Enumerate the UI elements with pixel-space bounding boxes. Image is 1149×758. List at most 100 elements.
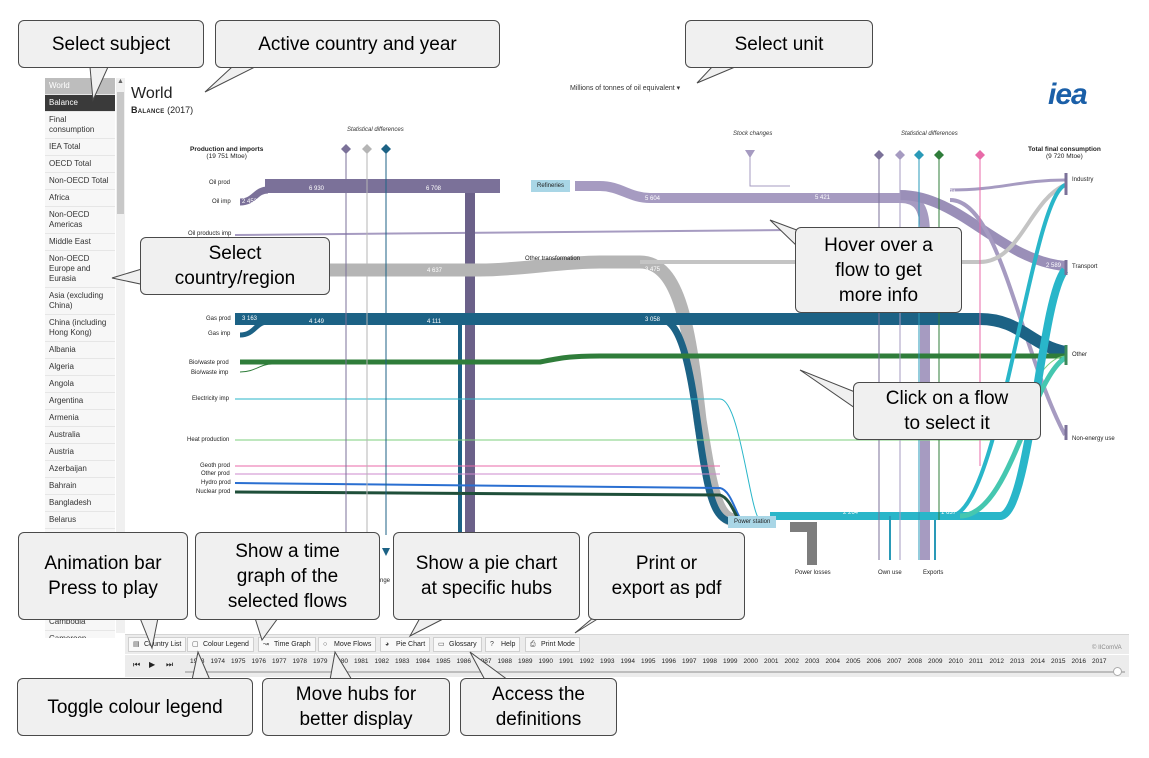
sidebar-item[interactable]: Non-OECD Total — [45, 173, 115, 190]
country-list-button[interactable]: ▤ Country List — [128, 637, 187, 652]
year-tick[interactable]: 1978 — [292, 658, 307, 665]
year-tick[interactable]: 2005 — [846, 658, 861, 665]
year-tick[interactable]: 2001 — [764, 658, 779, 665]
oil-products-flow[interactable] — [234, 229, 791, 236]
year-tick[interactable]: 1973 — [190, 658, 205, 665]
year-tick[interactable]: 1987 — [477, 658, 492, 665]
year-tick[interactable]: 2016 — [1071, 658, 1086, 665]
stat-diff-coal-hub[interactable] — [362, 144, 372, 154]
sidebar-item[interactable]: Non-OECD Europe and Eurasia — [45, 251, 115, 288]
year-tick[interactable]: 1982 — [374, 658, 389, 665]
year-tick[interactable]: 2008 — [907, 658, 922, 665]
unit-dropdown[interactable]: Millions of tonnes of oil equivalent ▾ — [570, 84, 680, 92]
sidebar-item[interactable]: Algeria — [45, 359, 115, 376]
coal-flow[interactable] — [235, 255, 737, 527]
power-losses-flow[interactable] — [790, 522, 817, 565]
year-tick[interactable]: 2007 — [887, 658, 902, 665]
sidebar-item[interactable]: Argentina — [45, 393, 115, 410]
year-tick[interactable]: 1992 — [579, 658, 594, 665]
bio-imp-flow[interactable] — [239, 363, 273, 373]
stat-diff-gas-hub[interactable] — [381, 144, 391, 154]
year-tick[interactable]: 1997 — [682, 658, 697, 665]
year-tick[interactable]: 1985 — [436, 658, 451, 665]
sidebar-item[interactable]: Final consumption — [45, 112, 115, 139]
sidebar-item[interactable]: Albania — [45, 342, 115, 359]
skip-forward-icon[interactable]: ⏭ — [166, 660, 174, 669]
sidebar-scrollbar[interactable] — [116, 78, 125, 633]
year-tick[interactable]: 2015 — [1051, 658, 1066, 665]
skip-back-icon[interactable]: ⏮ — [133, 660, 141, 669]
power-station-hub[interactable]: Power station — [728, 516, 777, 528]
year-tick[interactable]: 1996 — [661, 658, 676, 665]
year-tick[interactable]: 1988 — [497, 658, 512, 665]
sidebar-item[interactable]: China (including Hong Kong) — [45, 315, 115, 342]
year-tick[interactable]: 1995 — [641, 658, 656, 665]
sidebar-item[interactable]: Bangladesh — [45, 495, 115, 512]
sankey-diagram[interactable] — [0, 0, 1149, 640]
scroll-up-icon[interactable]: ▲ — [117, 78, 124, 85]
year-tick[interactable]: 1983 — [395, 658, 410, 665]
year-tick[interactable]: 2006 — [866, 658, 881, 665]
stock-change-line[interactable] — [749, 155, 790, 187]
year-tick[interactable]: 2002 — [784, 658, 799, 665]
colour-legend-button[interactable]: ▢ Colour Legend — [187, 637, 254, 652]
year-tick[interactable]: 2011 — [969, 658, 983, 665]
year-tick[interactable]: 1991 — [559, 658, 574, 665]
stat-diff-r4-hub[interactable] — [934, 150, 944, 160]
hydro-flow[interactable] — [234, 482, 741, 519]
sidebar-item[interactable]: Azerbaijan — [45, 461, 115, 478]
year-tick[interactable]: 1990 — [538, 658, 553, 665]
year-tick[interactable]: 1986 — [456, 658, 471, 665]
power-industry-flow[interactable] — [949, 183, 1067, 518]
year-tick[interactable]: 1976 — [251, 658, 266, 665]
year-tick[interactable]: 2012 — [989, 658, 1004, 665]
year-tick[interactable]: 1999 — [723, 658, 738, 665]
refineries-hub[interactable]: Refineries — [531, 180, 571, 192]
oil-industry-flow[interactable] — [949, 178, 1066, 192]
year-tick[interactable]: 1998 — [702, 658, 717, 665]
year-tick[interactable]: 1979 — [313, 658, 328, 665]
timeline-track[interactable] — [185, 671, 1125, 673]
electricity-imp-flow[interactable] — [235, 398, 761, 521]
move-flows-button[interactable]: ○ Move Flows — [318, 637, 377, 652]
year-tick[interactable]: 1981 — [354, 658, 369, 665]
sidebar-item[interactable]: OECD Total — [45, 156, 115, 173]
year-tick[interactable]: 2010 — [948, 658, 963, 665]
pie-chart-button[interactable]: ◕ Pie Chart — [380, 637, 431, 652]
year-tick[interactable]: 2003 — [805, 658, 820, 665]
sidebar-item[interactable]: Asia (excluding China) — [45, 288, 115, 315]
play-icon[interactable]: ▶ — [149, 660, 156, 669]
stat-diff-r3-hub[interactable] — [914, 150, 924, 160]
coal-industry-flow[interactable] — [640, 183, 1066, 264]
year-tick[interactable]: 2000 — [743, 658, 758, 665]
year-tick[interactable]: 2014 — [1030, 658, 1045, 665]
power-other-flow[interactable] — [959, 355, 1067, 519]
oil-nonenergy-flow[interactable] — [949, 198, 1067, 436]
gas-to-power-flow[interactable] — [659, 315, 736, 526]
glossary-button[interactable]: ▭ Glossary — [433, 637, 482, 652]
bio-flow[interactable] — [240, 353, 1065, 365]
year-tick[interactable]: 1975 — [231, 658, 246, 665]
year-tick[interactable]: 1989 — [518, 658, 533, 665]
year-tick[interactable]: 2017 — [1092, 658, 1107, 665]
year-tick[interactable]: 1984 — [415, 658, 430, 665]
sidebar-item[interactable]: Bahrain — [45, 478, 115, 495]
year-tick[interactable]: 1980 — [333, 658, 348, 665]
year-tick[interactable]: 1977 — [272, 658, 287, 665]
sidebar-item[interactable]: IEA Total — [45, 139, 115, 156]
oil-imp-flow[interactable] — [239, 186, 269, 206]
year-tick[interactable]: 2009 — [928, 658, 943, 665]
stat-diff-oil-hub[interactable] — [341, 144, 351, 154]
year-tick[interactable]: 1974 — [210, 658, 225, 665]
print-mode-button[interactable]: ⎙ Print Mode — [525, 637, 580, 652]
sidebar-item[interactable]: Armenia — [45, 410, 115, 427]
year-tick[interactable]: 1993 — [600, 658, 615, 665]
sidebar-item[interactable]: Belarus — [45, 512, 115, 529]
sidebar-item[interactable]: Africa — [45, 190, 115, 207]
other-transformation-hub[interactable]: Other transformation — [525, 256, 581, 262]
sidebar-item[interactable]: Non-OECD Americas — [45, 207, 115, 234]
oil-transport-flow[interactable] — [899, 190, 1066, 271]
time-graph-button[interactable]: ↝ Time Graph — [258, 637, 316, 652]
gas-prod-flow[interactable] — [235, 313, 1067, 358]
stock-change-left-hub[interactable] — [382, 548, 390, 556]
